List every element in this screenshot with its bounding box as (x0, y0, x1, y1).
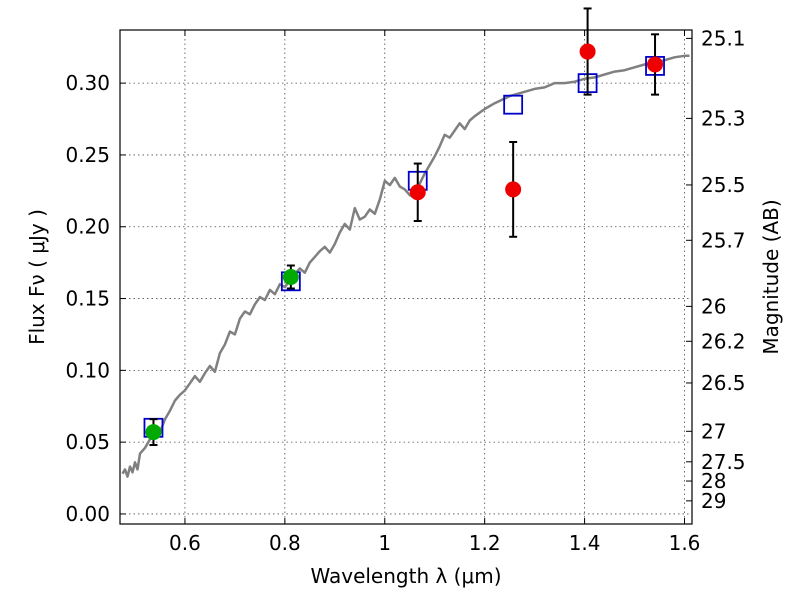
observed-flux-point (647, 56, 664, 73)
observed-flux-point (505, 181, 522, 198)
plot-area (121, 7, 690, 478)
x-tick-label: 1.4 (569, 531, 601, 555)
y-tick-label: 0.10 (65, 358, 110, 382)
plot-frame (119, 29, 693, 525)
y-tick-label: 0.00 (65, 502, 110, 526)
x-axis: 0.6 0.8 1 1.2 1.4 1.6 (169, 30, 700, 555)
right-tick-label: 27.5 (701, 450, 746, 474)
right-tick-label: 27 (701, 419, 726, 443)
y-tick-label: 0.05 (65, 430, 110, 454)
observed-flux-point (145, 424, 162, 441)
right-tick-label: 25.3 (701, 106, 746, 130)
right-axis-label: Magnitude (AB) (759, 199, 783, 354)
grid (120, 30, 692, 524)
observed-flux-point (579, 43, 596, 60)
x-tick-label: 0.6 (169, 531, 201, 555)
y-tick-label: 0.15 (65, 287, 110, 311)
x-axis-label: Wavelength λ (μm) (310, 564, 501, 588)
model-band-square (503, 94, 524, 115)
right-tick-label: 25.5 (701, 173, 746, 197)
right-tick-label: 26.2 (701, 329, 746, 353)
y-axis-left: 0.00 0.05 0.10 0.15 0.20 0.25 0.30 (65, 71, 126, 526)
right-tick-label: 29 (701, 489, 726, 513)
right-tick-label: 26 (701, 294, 726, 318)
right-tick-label: 28 (701, 469, 726, 493)
x-tick-label: 1.2 (469, 531, 501, 555)
y-tick-label: 0.20 (65, 215, 110, 239)
x-tick-label: 1 (378, 531, 391, 555)
observed-flux-point (409, 184, 426, 201)
x-tick-label: 1.6 (669, 531, 701, 555)
right-tick-label: 26.5 (701, 371, 746, 395)
right-tick-label: 25.1 (701, 26, 746, 50)
observed-flux-point (282, 269, 299, 285)
right-tick-label: 25.7 (701, 228, 746, 252)
y-tick-label: 0.25 (65, 143, 110, 167)
y-tick-label: 0.30 (65, 71, 110, 95)
model-sed-line (121, 54, 690, 478)
x-tick-label: 0.8 (269, 531, 301, 555)
y-axis-label: Flux Fν ( μJy ) (25, 209, 49, 345)
